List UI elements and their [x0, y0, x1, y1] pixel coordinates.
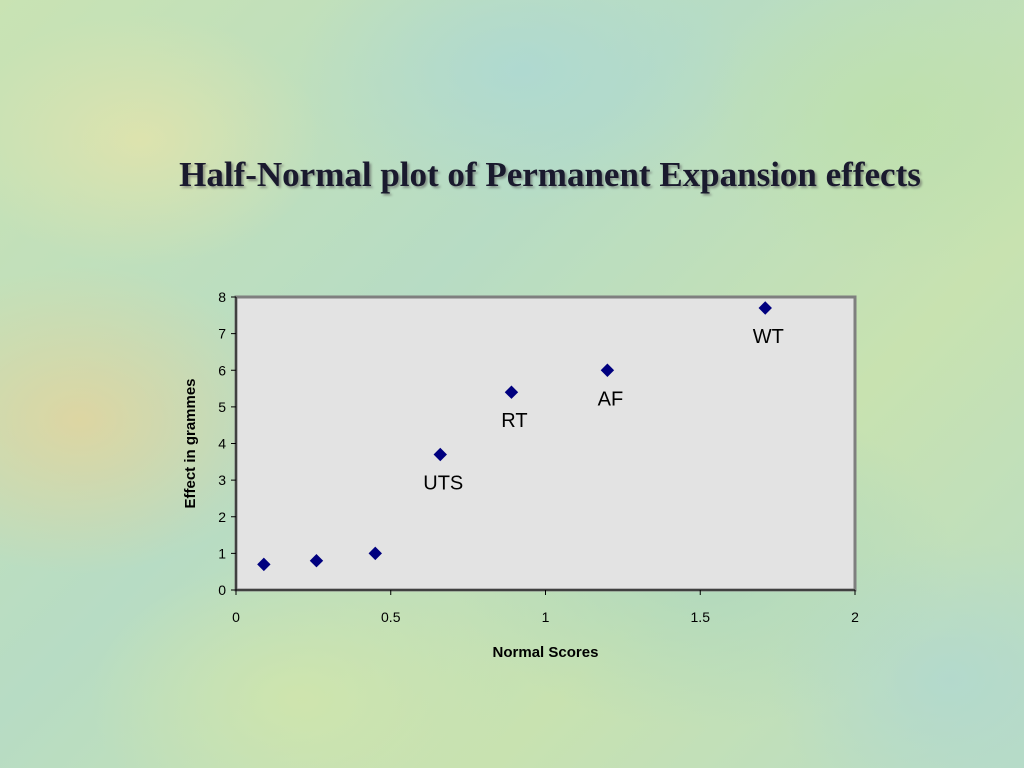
y-tick-label: 6: [218, 362, 226, 378]
y-tick-label: 1: [218, 545, 226, 561]
point-label: UTS: [423, 472, 463, 494]
y-tick-label: 5: [218, 399, 226, 415]
y-axis-title: Effect in grammes: [182, 378, 199, 508]
slide-title: Half-Normal plot of Permanent Expansion …: [179, 155, 921, 194]
x-tick-label: 0.5: [381, 609, 401, 625]
data-markers: [257, 301, 772, 572]
data-point: [433, 447, 447, 462]
y-axis: 0 1 2 3 4 5 6 7 8: [218, 289, 237, 598]
data-point: [368, 546, 382, 561]
x-tick-label: 1: [542, 609, 550, 625]
y-tick-label: 3: [218, 472, 226, 488]
y-tick-label: 7: [218, 326, 226, 342]
y-tick-label: 8: [218, 289, 226, 305]
x-axis: 0 0.5 1 1.5 2: [232, 589, 859, 625]
data-point: [309, 553, 324, 568]
x-axis-title: Normal Scores: [493, 644, 599, 661]
point-label: RT: [501, 410, 527, 432]
point-annotations: UTS RT AF WT: [423, 326, 784, 495]
x-tick-label: 1.5: [691, 609, 711, 625]
data-point: [758, 301, 772, 315]
point-label: AF: [598, 388, 624, 410]
y-tick-label: 2: [218, 509, 226, 525]
point-label: WT: [753, 326, 784, 348]
data-point: [257, 557, 271, 572]
y-tick-label: 0: [218, 582, 226, 598]
x-tick-label: 0: [232, 609, 240, 625]
y-tick-label: 4: [218, 436, 226, 452]
data-point: [504, 385, 519, 399]
data-point: [600, 363, 615, 377]
x-tick-label: 2: [851, 609, 859, 625]
